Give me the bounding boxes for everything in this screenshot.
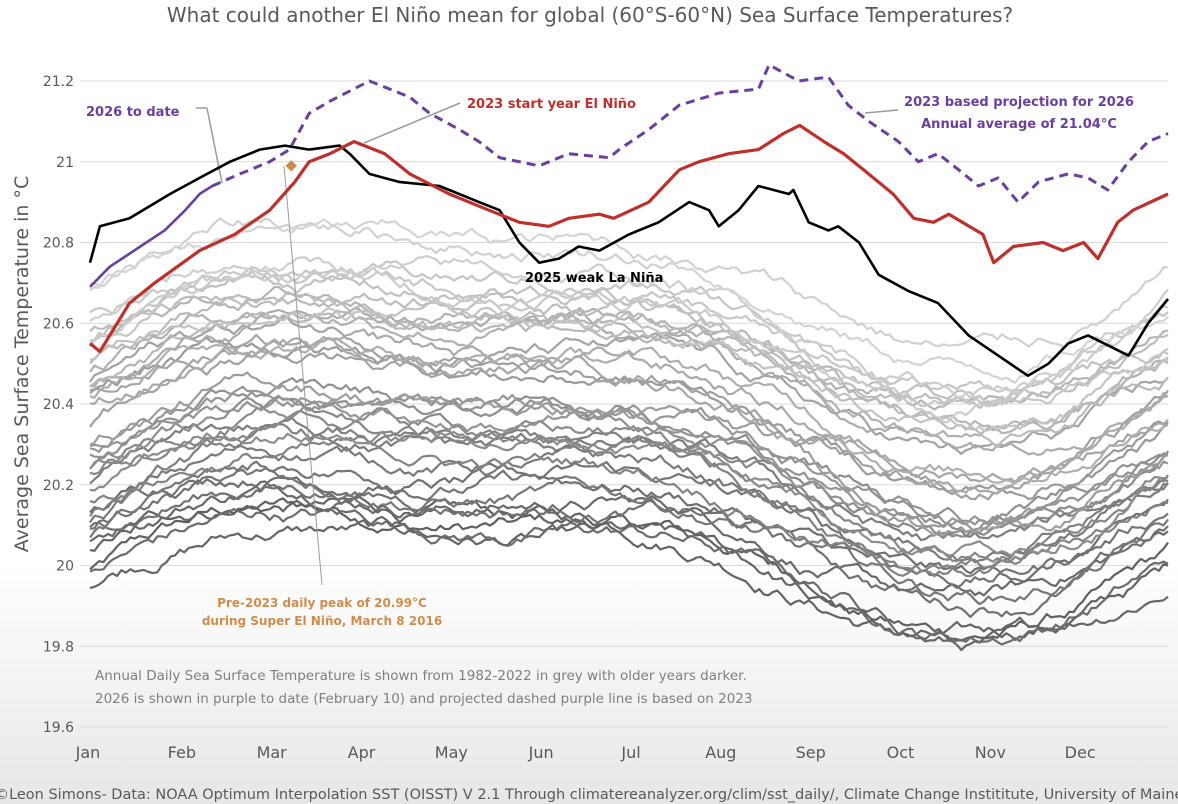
x-tick-labels: Jan Feb Mar Apr May Jun Jul Aug Sep Oct Nov Dec xyxy=(75,743,1096,762)
background-year-line xyxy=(89,434,1169,577)
highlighted-series xyxy=(88,63,1170,378)
background-years xyxy=(89,217,1169,652)
x-tick-label: May xyxy=(435,743,468,762)
credit-line: ©Leon Simons- Data: NOAA Optimum Interpo… xyxy=(0,787,1178,803)
y-tick-label: 19.6 xyxy=(43,720,74,736)
leader-2026-b xyxy=(206,107,223,184)
background-year-line xyxy=(89,309,1169,430)
background-year-line xyxy=(89,515,1169,652)
note-line-2: 2026 is shown in purple to date (Februar… xyxy=(95,691,752,707)
y-tick-label: 20.8 xyxy=(43,236,74,252)
x-tick-label: Jun xyxy=(528,743,554,762)
series-2026-to-date xyxy=(89,184,213,288)
background-year-line xyxy=(89,484,1169,619)
background-year-line xyxy=(89,507,1169,646)
y-tick-label: 21.2 xyxy=(43,74,74,90)
background-year-line xyxy=(89,218,1169,384)
background-year-line xyxy=(89,395,1169,534)
background-year-line xyxy=(89,296,1169,432)
series-2023-start-year-el-ni-o xyxy=(88,123,1169,354)
x-tick-label: Oct xyxy=(887,743,915,762)
y-tick-label: 21 xyxy=(56,155,74,171)
background-year-line xyxy=(89,285,1169,411)
x-tick-label: Mar xyxy=(257,743,288,762)
background-year-line xyxy=(89,337,1169,485)
y-tick-label: 20 xyxy=(56,559,74,575)
background-year-line xyxy=(89,260,1169,396)
background-year-line xyxy=(89,497,1169,642)
y-tick-label: 20.2 xyxy=(43,478,74,494)
background-year-line xyxy=(89,495,1169,642)
y-axis-label: Average Sea Surface Temperature in °C xyxy=(11,176,33,552)
chart-title: What could another El Niño mean for glob… xyxy=(167,3,1013,27)
x-tick-label: Jul xyxy=(620,743,640,762)
markers xyxy=(285,160,297,172)
background-year-line xyxy=(89,328,1169,495)
x-tick-label: Feb xyxy=(168,743,196,762)
x-tick-label: Apr xyxy=(348,743,376,762)
annotation-projection-line2: Annual average of 21.04°C xyxy=(921,117,1117,132)
annotation-peak-line2: during Super El Niño, March 8 2016 xyxy=(202,614,442,628)
annotation-2025-la-nina: 2025 weak La Niña xyxy=(525,271,663,286)
background-year-line xyxy=(89,316,1169,455)
background-year-line xyxy=(89,371,1169,537)
background-year-line xyxy=(89,409,1169,566)
annotation-2023-el-nino: 2023 start year El Niño xyxy=(467,97,636,112)
background-year-line xyxy=(89,307,1169,438)
background-year-line xyxy=(89,394,1169,540)
background-year-line xyxy=(89,217,1168,349)
background-year-line xyxy=(89,385,1169,529)
leader-2023 xyxy=(363,102,461,144)
series-2025-weak-la-ni-a xyxy=(88,144,1170,378)
annotation-2026-to-date: 2026 to date xyxy=(86,105,180,120)
background-year-line xyxy=(89,268,1169,424)
background-year-line xyxy=(89,466,1169,606)
y-tick-label: 20.6 xyxy=(43,316,74,332)
background-year-line xyxy=(89,273,1169,406)
x-tick-label: Nov xyxy=(975,743,1006,762)
y-tick-label: 20.4 xyxy=(43,397,74,413)
x-tick-label: Aug xyxy=(705,743,736,762)
background-year-line xyxy=(89,293,1169,449)
y-tick-labels: 21.2 21 20.8 20.6 20.4 20.2 20 19.8 19.6 xyxy=(43,74,74,736)
x-tick-label: Jan xyxy=(75,743,101,762)
background-year-line xyxy=(89,480,1169,597)
annotation-peak-line1: Pre-2023 daily peak of 20.99°C xyxy=(217,596,427,610)
background-year-line xyxy=(89,306,1169,456)
annotation-projection-line1: 2023 based projection for 2026 xyxy=(904,95,1134,110)
leader-projection xyxy=(864,109,899,114)
background-year-line xyxy=(89,444,1169,564)
peak-marker xyxy=(285,160,297,172)
x-tick-label: Dec xyxy=(1065,743,1096,762)
background-year-line xyxy=(89,255,1169,400)
x-tick-label: Sep xyxy=(796,743,826,762)
y-tick-label: 19.8 xyxy=(43,639,74,655)
annotation-leaders xyxy=(196,102,899,586)
note-line-1: Annual Daily Sea Surface Temperature is … xyxy=(95,668,747,684)
leader-peak xyxy=(283,165,323,586)
series-2023-based-projection-for-2026 xyxy=(211,63,1169,204)
background-year-line xyxy=(89,430,1169,557)
background-year-line xyxy=(89,416,1169,542)
